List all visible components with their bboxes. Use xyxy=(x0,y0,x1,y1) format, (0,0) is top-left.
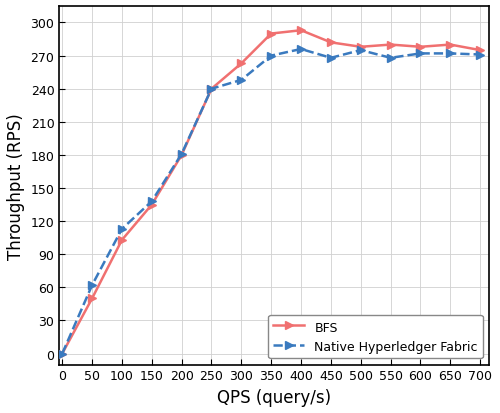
Native Hyperledger Fabric xyxy=(208,87,214,92)
BFS xyxy=(89,296,95,301)
BFS xyxy=(477,48,483,53)
Native Hyperledger Fabric xyxy=(149,199,155,204)
Native Hyperledger Fabric xyxy=(358,48,364,53)
BFS xyxy=(388,43,394,48)
X-axis label: QPS (query/s): QPS (query/s) xyxy=(217,388,331,406)
Line: Native Hyperledger Fabric: Native Hyperledger Fabric xyxy=(58,46,484,358)
Native Hyperledger Fabric xyxy=(418,52,424,57)
Native Hyperledger Fabric xyxy=(298,47,304,52)
BFS xyxy=(59,351,65,356)
Native Hyperledger Fabric xyxy=(448,52,454,57)
Native Hyperledger Fabric xyxy=(89,283,95,288)
Native Hyperledger Fabric xyxy=(268,54,274,59)
Y-axis label: Throughput (RPS): Throughput (RPS) xyxy=(7,113,25,259)
Line: BFS: BFS xyxy=(58,27,484,358)
BFS xyxy=(208,87,214,92)
BFS xyxy=(238,62,244,66)
BFS xyxy=(149,203,155,208)
Native Hyperledger Fabric xyxy=(119,227,125,232)
BFS xyxy=(418,45,424,50)
BFS xyxy=(298,28,304,33)
BFS xyxy=(268,32,274,37)
BFS xyxy=(328,41,334,46)
Native Hyperledger Fabric xyxy=(328,56,334,61)
Native Hyperledger Fabric xyxy=(477,53,483,58)
Native Hyperledger Fabric xyxy=(388,56,394,61)
BFS xyxy=(358,45,364,50)
Native Hyperledger Fabric xyxy=(178,152,184,157)
Native Hyperledger Fabric xyxy=(238,78,244,83)
BFS xyxy=(178,153,184,158)
Native Hyperledger Fabric xyxy=(59,351,65,356)
Legend: BFS, Native Hyperledger Fabric: BFS, Native Hyperledger Fabric xyxy=(268,315,483,358)
BFS xyxy=(119,238,125,243)
BFS xyxy=(448,43,454,48)
